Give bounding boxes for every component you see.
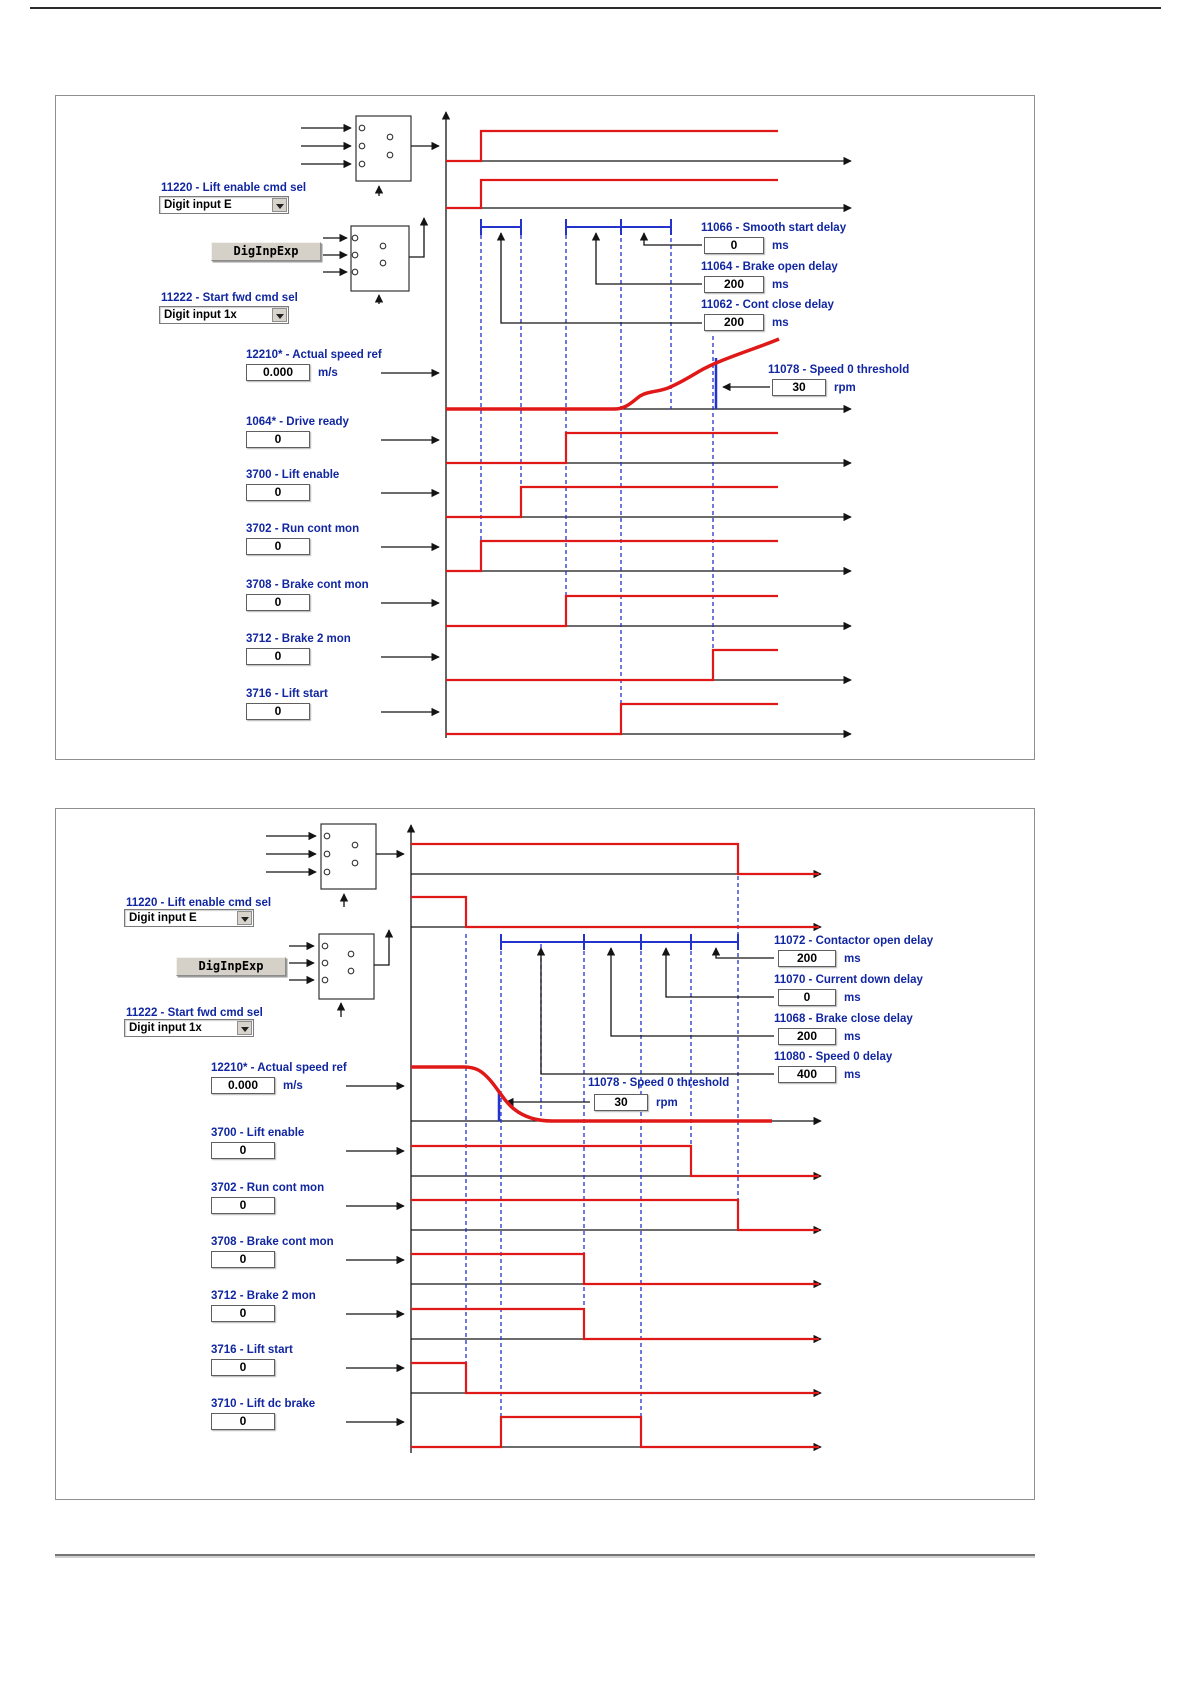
param-value-field[interactable]: 0 — [211, 1142, 275, 1159]
cmd-sel-1-dropdown[interactable]: Digit input E — [159, 196, 289, 214]
selector-logic-blocks — [266, 823, 405, 1017]
cmd-sel-1-value: Digit input E — [129, 912, 197, 924]
param-value-field[interactable]: 0.000 — [211, 1077, 275, 1094]
measure-guides — [480, 219, 718, 734]
param-value-field[interactable]: 0 — [246, 431, 310, 448]
dropdown-arrow-icon[interactable] — [237, 1021, 252, 1035]
start-timing-canvas — [301, 111, 852, 739]
callout-label: 11078 - Speed 0 threshold — [588, 1077, 730, 1089]
param-label: 3702 - Run cont mon — [211, 1182, 325, 1194]
callout-label: 11066 - Smooth start delay — [701, 222, 847, 234]
dropdown-arrow-icon[interactable] — [272, 308, 287, 322]
callout-unit: ms — [844, 992, 861, 1004]
callout-label: 11080 - Speed 0 delay — [774, 1051, 893, 1063]
param-arrows — [381, 368, 440, 717]
time-axes — [406, 824, 822, 1453]
callout-value-field[interactable]: 200 — [704, 314, 764, 331]
callout-label: 11078 - Speed 0 threshold — [768, 364, 910, 376]
time-axes — [441, 111, 852, 739]
callout-value-field[interactable]: 200 — [778, 1028, 836, 1045]
param-value-field[interactable]: 0 — [211, 1251, 275, 1268]
callout-value-field[interactable]: 400 — [778, 1066, 836, 1083]
callout-value-field[interactable]: 200 — [704, 276, 764, 293]
cmd-sel-1-dropdown[interactable]: Digit input E — [124, 909, 254, 927]
diginpexp-button[interactable]: DigInpExp — [176, 957, 286, 976]
callout-unit: ms — [772, 317, 789, 329]
callout-label: 11064 - Brake open delay — [701, 261, 838, 273]
param-value-field[interactable]: 0 — [211, 1413, 275, 1430]
callout-value-field[interactable]: 200 — [778, 950, 836, 967]
param-label: 3700 - Lift enable — [246, 469, 340, 481]
cmd-sel-2-label: 11222 - Start fwd cmd sel — [126, 1007, 263, 1019]
callout-unit: rpm — [656, 1097, 678, 1109]
param-value-field[interactable]: 0 — [211, 1359, 275, 1376]
callout-label: 11062 - Cont close delay — [701, 299, 834, 311]
cmd-sel-2-label: 11222 - Start fwd cmd sel — [161, 292, 298, 304]
callout-value-field[interactable]: 30 — [772, 379, 826, 396]
param-label: 1064* - Drive ready — [246, 416, 349, 428]
param-unit: m/s — [283, 1080, 303, 1092]
param-label: 3708 - Brake cont mon — [211, 1236, 334, 1248]
callout-label: 11068 - Brake close delay — [774, 1013, 913, 1025]
dropdown-arrow-icon[interactable] — [272, 198, 287, 212]
stop-sequence-diagram: 11220 - Lift enable cmd sel Digit input … — [55, 808, 1035, 1500]
callout-arrows — [505, 947, 774, 1107]
callout-unit: ms — [844, 1069, 861, 1081]
cmd-sel-2-value: Digit input 1x — [129, 1022, 202, 1034]
cmd-sel-2-dropdown[interactable]: Digit input 1x — [159, 306, 289, 324]
callout-label: 11070 - Current down delay — [774, 974, 923, 986]
callout-value-field[interactable]: 0 — [704, 237, 764, 254]
param-label: 12210* - Actual speed ref — [246, 349, 382, 361]
param-value-field[interactable]: 0 — [211, 1197, 275, 1214]
param-unit: m/s — [318, 367, 338, 379]
param-label: 3710 - Lift dc brake — [211, 1398, 316, 1410]
callout-value-field[interactable]: 30 — [594, 1094, 648, 1111]
param-value-field[interactable]: 0 — [211, 1305, 275, 1322]
callout-arrows — [496, 232, 770, 392]
diginpexp-button[interactable]: DigInpExp — [211, 242, 321, 261]
callout-unit: rpm — [834, 382, 856, 394]
cmd-sel-2-value: Digit input 1x — [164, 309, 237, 321]
signal-traces — [446, 129, 780, 736]
param-label: 3708 - Brake cont mon — [246, 579, 369, 591]
param-value-field[interactable]: 0 — [246, 538, 310, 555]
measure-guides — [465, 869, 739, 1447]
param-value-field[interactable]: 0.000 — [246, 364, 310, 381]
callout-unit: ms — [772, 240, 789, 252]
callout-label: 11072 - Contactor open delay — [774, 935, 934, 947]
cmd-sel-2-dropdown[interactable]: Digit input 1x — [124, 1019, 254, 1037]
param-value-field[interactable]: 0 — [246, 484, 310, 501]
start-sequence-diagram: 11220 - Lift enable cmd sel Digit input … — [55, 95, 1035, 760]
page-bottom-rule — [55, 1554, 1035, 1558]
param-arrows — [346, 1081, 405, 1427]
callout-unit: ms — [844, 953, 861, 965]
page-top-rule — [30, 7, 1161, 9]
param-label: 3700 - Lift enable — [211, 1127, 305, 1139]
cmd-sel-1-value: Digit input E — [164, 199, 232, 211]
selector-logic-blocks — [301, 115, 440, 304]
param-label: 3712 - Brake 2 mon — [246, 633, 351, 645]
stop-timing-canvas — [266, 823, 822, 1453]
param-value-field[interactable]: 0 — [246, 648, 310, 665]
param-label: 3702 - Run cont mon — [246, 523, 360, 535]
param-value-field[interactable]: 0 — [246, 594, 310, 611]
callout-unit: ms — [844, 1031, 861, 1043]
param-label: 12210* - Actual speed ref — [211, 1062, 347, 1074]
callout-unit: ms — [772, 279, 789, 291]
param-label: 3712 - Brake 2 mon — [211, 1290, 316, 1302]
signal-traces — [411, 842, 819, 1449]
cmd-sel-1-label: 11220 - Lift enable cmd sel — [126, 897, 272, 909]
dropdown-arrow-icon[interactable] — [237, 911, 252, 925]
param-label: 3716 - Lift start — [246, 688, 328, 700]
callout-value-field[interactable]: 0 — [778, 989, 836, 1006]
param-value-field[interactable]: 0 — [246, 703, 310, 720]
cmd-sel-1-label: 11220 - Lift enable cmd sel — [161, 182, 307, 194]
param-label: 3716 - Lift start — [211, 1344, 293, 1356]
